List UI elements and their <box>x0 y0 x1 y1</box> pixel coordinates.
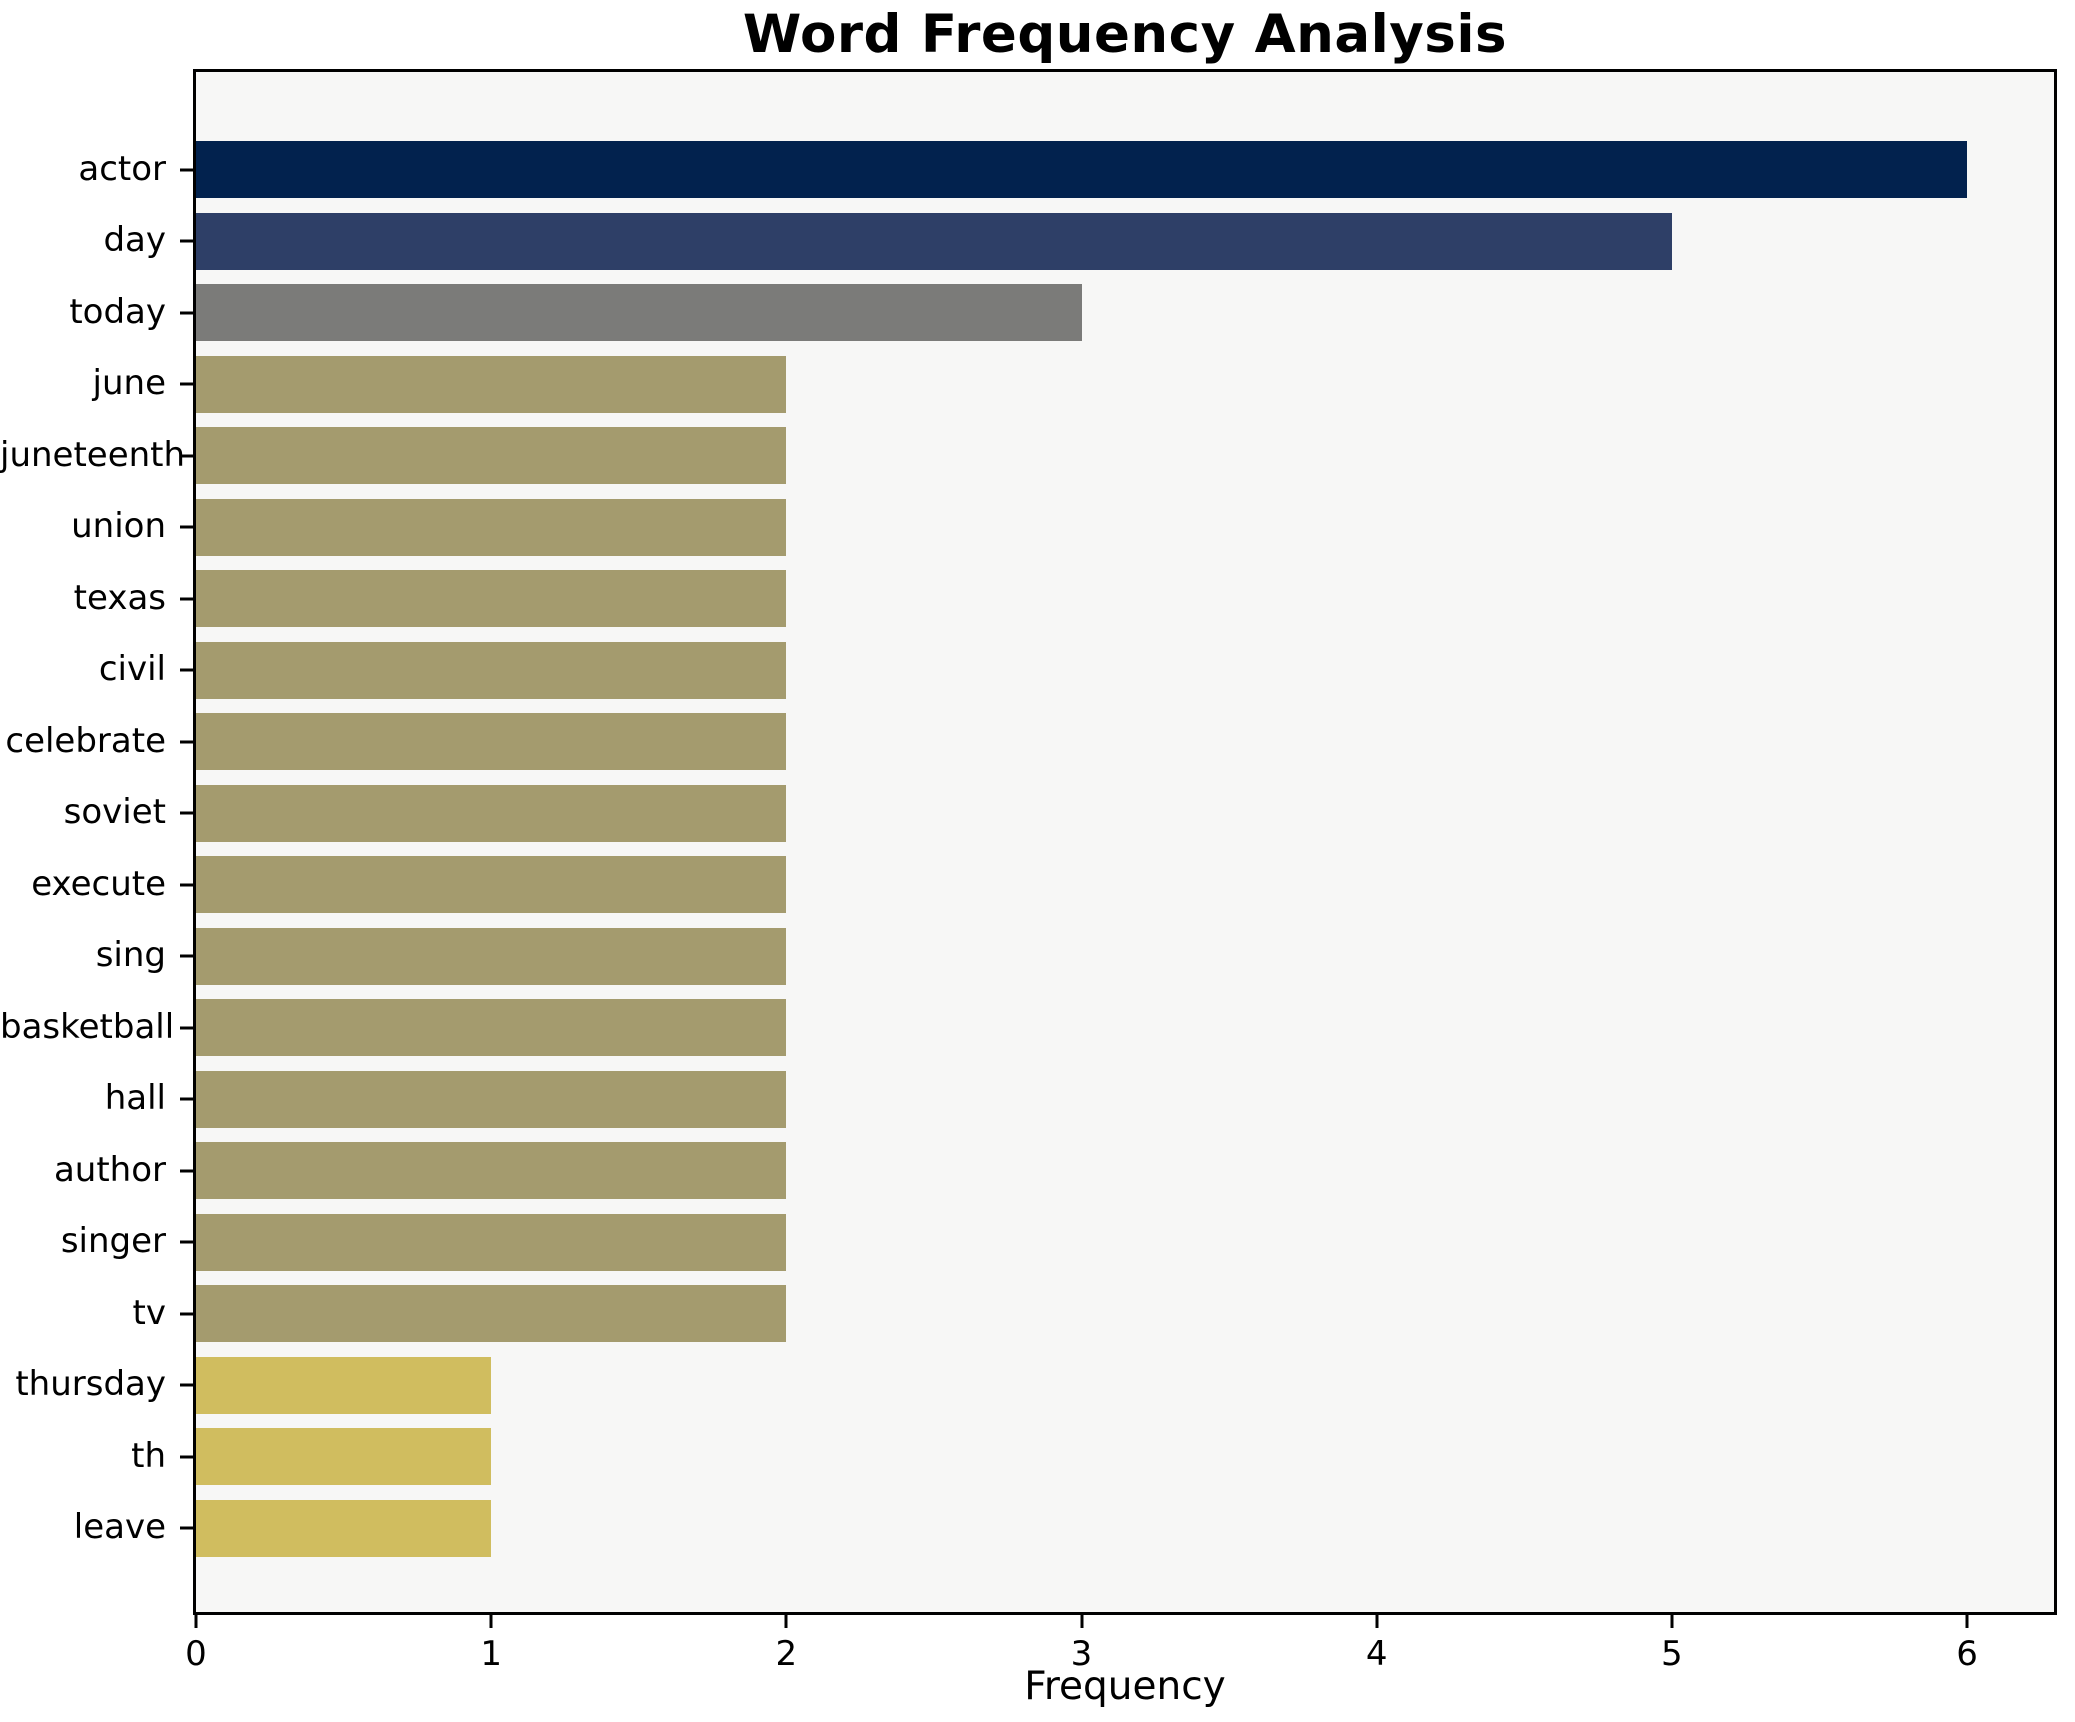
x-tick-mark <box>1080 1615 1083 1628</box>
x-tick-mark <box>194 1615 198 1628</box>
axis-spine-right <box>2054 69 2057 1615</box>
y-tick-mark <box>180 597 193 600</box>
bar-basketball <box>196 999 787 1056</box>
bar-civil <box>196 641 787 699</box>
bar-tv <box>196 1285 787 1342</box>
y-tick-label-union: union <box>71 506 166 547</box>
bar-leave <box>196 1499 492 1557</box>
y-tick-mark <box>180 1097 193 1101</box>
bar-texas <box>196 570 787 627</box>
bar-celebrate <box>196 713 787 770</box>
axis-spine-top <box>193 69 2057 72</box>
y-tick-label-day: day <box>103 220 166 261</box>
y-tick-label-juneteenth: juneteenth <box>0 434 186 475</box>
axis-spine-left <box>193 69 196 1615</box>
chart-title: Word Frequency Analysis <box>742 4 1508 65</box>
y-tick-mark <box>180 1026 193 1029</box>
axis-spine-bottom <box>193 1612 2057 1615</box>
x-tick-mark <box>784 1615 788 1628</box>
y-tick-label-leave: leave <box>73 1507 166 1548</box>
y-tick-label-soviet: soviet <box>63 792 166 833</box>
bar-execute <box>196 856 787 913</box>
plot-area <box>193 69 2057 1615</box>
bar-singer <box>196 1213 787 1271</box>
y-tick-mark <box>180 239 193 243</box>
bar-sing <box>196 927 787 985</box>
y-tick-label-singer: singer <box>60 1221 166 1262</box>
y-tick-mark <box>180 311 193 314</box>
x-tick-mark <box>1375 1615 1379 1628</box>
bar-hall <box>196 1070 787 1128</box>
y-tick-mark <box>180 525 193 529</box>
y-tick-mark <box>180 883 193 886</box>
bar-th <box>196 1428 492 1485</box>
y-tick-mark <box>180 954 193 958</box>
bar-june <box>196 355 787 413</box>
y-tick-mark <box>180 740 193 743</box>
y-tick-mark <box>180 454 193 457</box>
x-axis-title: Frequency <box>1024 1664 1226 1709</box>
y-tick-mark <box>180 1240 193 1244</box>
bar-author <box>196 1142 787 1199</box>
y-tick-mark <box>180 668 193 672</box>
x-tick-mark <box>1670 1615 1674 1628</box>
bar-juneteenth <box>196 427 787 484</box>
x-tick-label-4: 4 <box>1365 1634 1388 1674</box>
y-tick-label-thursday: thursday <box>15 1364 166 1405</box>
x-tick-mark <box>489 1615 493 1628</box>
y-tick-label-actor: actor <box>78 148 166 189</box>
y-tick-label-execute: execute <box>31 863 166 904</box>
y-tick-label-civil: civil <box>98 649 166 690</box>
bar-union <box>196 498 787 556</box>
y-tick-label-june: june <box>92 363 166 404</box>
y-tick-label-tv: tv <box>132 1292 166 1333</box>
y-tick-mark <box>180 1455 193 1458</box>
y-tick-label-author: author <box>53 1149 166 1190</box>
x-tick-mark <box>1965 1615 1969 1628</box>
y-tick-label-today: today <box>69 291 166 332</box>
bar-thursday <box>196 1356 492 1414</box>
y-tick-mark <box>180 811 193 815</box>
y-tick-label-basketball: basketball <box>0 1006 175 1047</box>
y-tick-mark <box>180 168 193 171</box>
y-tick-label-hall: hall <box>104 1078 166 1119</box>
y-tick-mark <box>180 1526 193 1530</box>
y-tick-mark <box>180 1383 193 1387</box>
bar-day <box>196 212 1672 270</box>
y-tick-label-sing: sing <box>95 935 166 976</box>
bar-soviet <box>196 784 787 842</box>
bar-today <box>196 284 1082 341</box>
x-tick-label-6: 6 <box>1956 1634 1978 1674</box>
x-tick-label-1: 1 <box>480 1634 502 1674</box>
x-tick-label-0: 0 <box>185 1634 207 1674</box>
y-tick-label-th: th <box>131 1435 166 1476</box>
y-axis-labels: actor day today june juneteenth union texas civ… <box>0 0 186 1722</box>
y-tick-mark <box>180 1312 193 1315</box>
y-tick-mark <box>180 1169 193 1172</box>
x-tick-label-5: 5 <box>1661 1634 1683 1674</box>
y-tick-label-texas: texas <box>73 577 166 618</box>
x-tick-label-2: 2 <box>775 1634 798 1674</box>
y-tick-label-celebrate: celebrate <box>5 720 166 761</box>
y-tick-mark <box>180 382 193 386</box>
bar-actor <box>196 141 1968 198</box>
x-tick-label-3: 3 <box>1070 1634 1093 1674</box>
